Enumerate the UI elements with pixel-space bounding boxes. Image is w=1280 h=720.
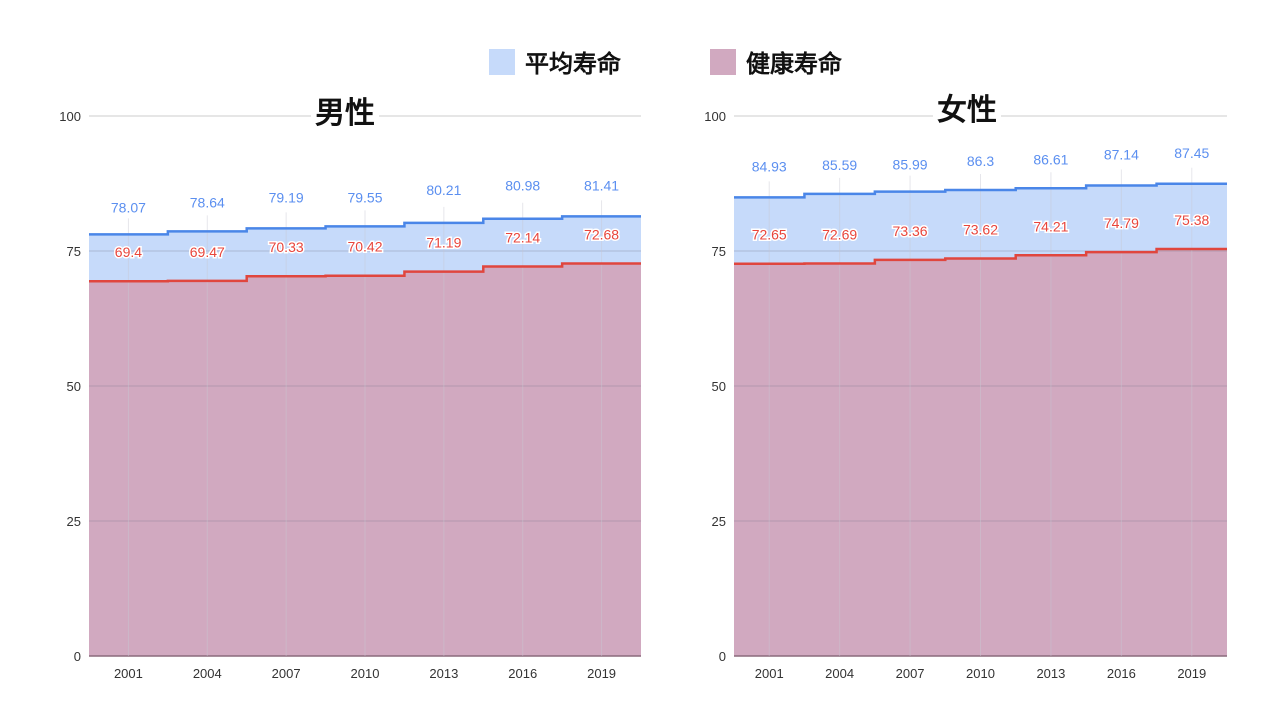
average-lifespan-data-label: 86.3 (967, 153, 994, 169)
male-chart-title: 男性 (311, 96, 379, 132)
average-lifespan-data-label: 78.64 (190, 194, 225, 210)
x-tick-label: 2004 (825, 666, 854, 681)
healthy-lifespan-data-label: 70.42 (347, 239, 382, 255)
y-tick-label: 75 (67, 244, 81, 259)
x-tick-label: 2001 (755, 666, 784, 681)
female-chart: 0 25 50 75 100 84.93 72.65 2001 85.59 72.69 2004 85… (704, 109, 1227, 681)
average-lifespan-data-label: 85.59 (822, 157, 857, 173)
healthy-lifespan-data-label: 73.62 (963, 221, 998, 237)
male-chart: 0 25 50 75 100 78.07 69.4 2001 78.64 69.47 2004 79.… (59, 109, 641, 681)
average-lifespan-line (734, 182, 1227, 199)
y-tick-label: 0 (74, 649, 81, 664)
average-lifespan-data-label: 79.55 (347, 189, 382, 205)
average-lifespan-data-label: 85.99 (893, 157, 928, 173)
average-lifespan-data-label: 78.07 (111, 199, 146, 215)
average-lifespan-data-label: 87.45 (1174, 145, 1209, 161)
legend-label-healthy-lifespan: 健康寿命 (746, 50, 842, 78)
average-lifespan-line (89, 215, 641, 236)
healthy-lifespan-data-label: 73.36 (893, 223, 928, 239)
healthy-lifespan-data-label: 72.14 (505, 229, 540, 245)
healthy-lifespan-data-label: 70.33 (269, 239, 304, 255)
x-tick-label: 2004 (193, 666, 222, 681)
x-tick-label: 2010 (966, 666, 995, 681)
x-tick-label: 2016 (1107, 666, 1136, 681)
x-tick-label: 2019 (1177, 666, 1206, 681)
healthy-lifespan-area (734, 248, 1227, 656)
female-chart-title: 女性 (933, 93, 1001, 129)
x-tick-label: 2013 (1036, 666, 1065, 681)
y-tick-label: 0 (719, 649, 726, 664)
x-tick-label: 2007 (272, 666, 301, 681)
chart-legend: 平均寿命 健康寿命 (0, 44, 1280, 78)
average-lifespan-data-label: 80.21 (426, 182, 461, 198)
legend-item-average-lifespan: 平均寿命 (489, 44, 621, 79)
healthy-lifespan-line (734, 247, 1227, 265)
y-tick-label: 25 (67, 514, 81, 529)
healthy-lifespan-data-label: 69.47 (190, 244, 225, 260)
healthy-lifespan-data-label: 72.65 (752, 227, 787, 243)
y-tick-label: 75 (712, 244, 726, 259)
x-tick-label: 2007 (896, 666, 925, 681)
x-tick-label: 2001 (114, 666, 143, 681)
legend-item-healthy-lifespan: 健康寿命 (710, 44, 842, 79)
y-tick-label: 50 (712, 379, 726, 394)
healthy-lifespan-data-label: 75.38 (1174, 212, 1209, 228)
healthy-lifespan-data-label: 71.19 (426, 235, 461, 251)
healthy-lifespan-area (89, 263, 641, 656)
legend-swatch-average-lifespan (489, 48, 515, 75)
healthy-lifespan-data-label: 72.68 (584, 227, 619, 243)
average-lifespan-data-label: 79.19 (269, 189, 304, 205)
healthy-lifespan-data-label: 72.69 (822, 226, 857, 242)
healthy-lifespan-data-label: 74.79 (1104, 215, 1139, 231)
y-tick-label: 50 (67, 379, 81, 394)
healthy-lifespan-data-label: 69.4 (115, 244, 142, 260)
average-lifespan-data-label: 81.41 (584, 177, 619, 193)
legend-swatch-healthy-lifespan (710, 48, 736, 75)
x-tick-label: 2010 (351, 666, 380, 681)
x-tick-label: 2013 (429, 666, 458, 681)
y-tick-label: 25 (712, 514, 726, 529)
healthy-lifespan-line (89, 262, 641, 283)
legend-label-average-lifespan: 平均寿命 (525, 50, 621, 78)
healthy-lifespan-data-label: 74.21 (1033, 218, 1068, 234)
y-tick-label: 100 (704, 109, 726, 124)
average-lifespan-data-label: 87.14 (1104, 146, 1139, 162)
average-lifespan-data-label: 86.61 (1033, 151, 1068, 167)
average-lifespan-data-label: 80.98 (505, 178, 540, 194)
x-tick-label: 2019 (587, 666, 616, 681)
y-tick-label: 100 (59, 109, 81, 124)
x-tick-label: 2016 (508, 666, 537, 681)
average-lifespan-data-label: 84.93 (752, 158, 787, 174)
